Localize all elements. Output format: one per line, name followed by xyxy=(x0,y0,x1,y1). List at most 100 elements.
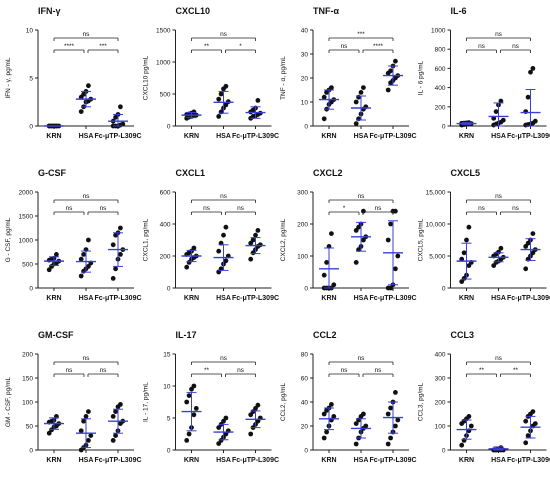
y-tick-label: 10,000 xyxy=(426,222,446,229)
data-point xyxy=(78,428,84,434)
y-axis-label: IFN - γ, pg/mL xyxy=(5,57,12,99)
data-point xyxy=(498,245,504,251)
data-point xyxy=(530,66,536,71)
data-point xyxy=(466,224,472,230)
y-axis-label: CCL2, pg/mL xyxy=(280,382,287,421)
x-category-label: KRN xyxy=(321,295,336,302)
data-point xyxy=(525,94,531,100)
y-tick-label: 200 xyxy=(435,104,446,111)
data-point xyxy=(184,264,190,270)
data-point xyxy=(110,242,116,248)
significance-label: ns xyxy=(495,31,503,38)
data-point xyxy=(459,256,465,262)
chart-panel: CCL2 CCL2, pg/mL 0 20 40 60 80 KRN HSA Fc-μTP-L30… xyxy=(280,330,417,464)
y-tick-label: 2000 xyxy=(19,190,34,197)
x-category-label: HSA xyxy=(354,295,369,302)
y-tick-label: 200 xyxy=(160,254,171,261)
data-point xyxy=(324,429,329,435)
data-point xyxy=(81,418,86,424)
x-category-label: Fc-μTP-L309C xyxy=(94,457,141,464)
x-category-label: KRN xyxy=(184,295,199,302)
data-point xyxy=(110,438,116,443)
data-point xyxy=(532,118,538,124)
y-axis-label: IL - 6 pg/mL xyxy=(418,60,425,95)
data-point xyxy=(248,256,254,262)
x-category-label: Fc-μTP-L309C xyxy=(507,295,550,302)
x-category-label: HSA xyxy=(79,295,94,302)
chart-panel: CCL3 CCL3, pg/mL 0 100 200 300 400 KRN HSA Fc-μTP… xyxy=(418,330,550,464)
data-point xyxy=(331,282,337,288)
y-tick-label: 0 xyxy=(442,124,446,131)
data-point xyxy=(86,264,91,269)
x-category-label: Fc-μTP-L309C xyxy=(369,295,416,302)
significance-label: ** xyxy=(204,367,210,374)
y-tick-label: 200 xyxy=(22,352,33,359)
chart-title: CXCL10 xyxy=(176,6,211,16)
data-point xyxy=(329,231,334,236)
data-point xyxy=(86,438,91,443)
significance-label: ns xyxy=(341,43,349,50)
significance-label: *** xyxy=(99,43,107,50)
data-point xyxy=(385,411,391,417)
significance-label: ns xyxy=(237,367,245,374)
x-category-label: HSA xyxy=(354,133,369,140)
x-category-label: HSA xyxy=(216,457,231,464)
data-point xyxy=(118,104,123,110)
y-tick-label: 10 xyxy=(26,28,34,35)
y-tick-label: 15,000 xyxy=(426,190,446,197)
y-tick-label: 15 xyxy=(163,352,171,359)
significance-label: ** xyxy=(479,367,485,374)
data-point xyxy=(361,208,366,214)
significance-label: ns xyxy=(203,205,211,212)
data-point xyxy=(186,393,192,398)
data-point xyxy=(388,68,393,74)
significance-label: ns xyxy=(358,193,366,200)
y-axis-label: CXCL5, pg/mL xyxy=(418,218,425,261)
x-category-label: Fc-μTP-L309C xyxy=(94,295,141,302)
significance-label: **** xyxy=(373,43,384,50)
data-point xyxy=(223,224,229,230)
data-point xyxy=(255,228,261,233)
y-tick-label: 1500 xyxy=(19,214,34,221)
y-tick-label: 800 xyxy=(435,47,446,54)
data-point xyxy=(78,256,84,262)
y-tick-label: 400 xyxy=(160,222,171,229)
data-point xyxy=(523,109,529,114)
y-tick-label: 20 xyxy=(301,424,309,431)
y-tick-label: 0 xyxy=(29,448,33,455)
significance-label: ns xyxy=(375,205,383,212)
data-point xyxy=(223,258,229,264)
chart-panel: CXCL5 CXCL5, pg/mL 0 5,000 10,000 15,000 KRN HS… xyxy=(418,168,550,302)
significance-label: ns xyxy=(66,205,74,212)
chart-title: GM-CSF xyxy=(38,330,74,340)
data-point xyxy=(361,411,366,417)
significance-label: ns xyxy=(495,193,503,200)
chart-title: CXCL1 xyxy=(176,168,206,178)
y-tick-label: 40 xyxy=(301,28,309,35)
chart-panel: CXCL2 CXCL2, pg/mL 0 100 200 300 KRN HSA Fc-μTP-… xyxy=(280,168,417,302)
y-tick-label: 600 xyxy=(160,190,171,197)
y-tick-label: 0 xyxy=(167,448,171,455)
significance-label: ns xyxy=(512,205,520,212)
data-point xyxy=(113,433,118,438)
significance-label: ns xyxy=(478,205,486,212)
data-point xyxy=(353,121,359,126)
data-point xyxy=(223,83,229,89)
y-tick-label: 5 xyxy=(29,76,33,83)
data-point xyxy=(532,421,538,426)
significance-label: ** xyxy=(513,367,519,374)
data-point xyxy=(216,96,222,102)
y-tick-label: 400 xyxy=(435,85,446,92)
data-point xyxy=(393,423,398,429)
data-point xyxy=(216,114,222,119)
data-point xyxy=(118,225,123,231)
y-tick-label: 40 xyxy=(301,400,309,407)
chart-title: TNF-α xyxy=(313,6,339,16)
y-tick-label: 300 xyxy=(297,190,308,197)
significance-label: ns xyxy=(478,43,486,50)
data-point xyxy=(468,423,474,429)
chart-panel: IL-6 IL - 6 pg/mL 0 200 400 600 800 1000 KRN HSA F… xyxy=(418,6,550,140)
significance-label: * xyxy=(239,43,242,50)
data-point xyxy=(393,390,398,395)
chart-panel: TNF-α TNF - α, pg/mL 0 10 20 30 40 KRN HSA Fc-μTP… xyxy=(280,6,417,140)
